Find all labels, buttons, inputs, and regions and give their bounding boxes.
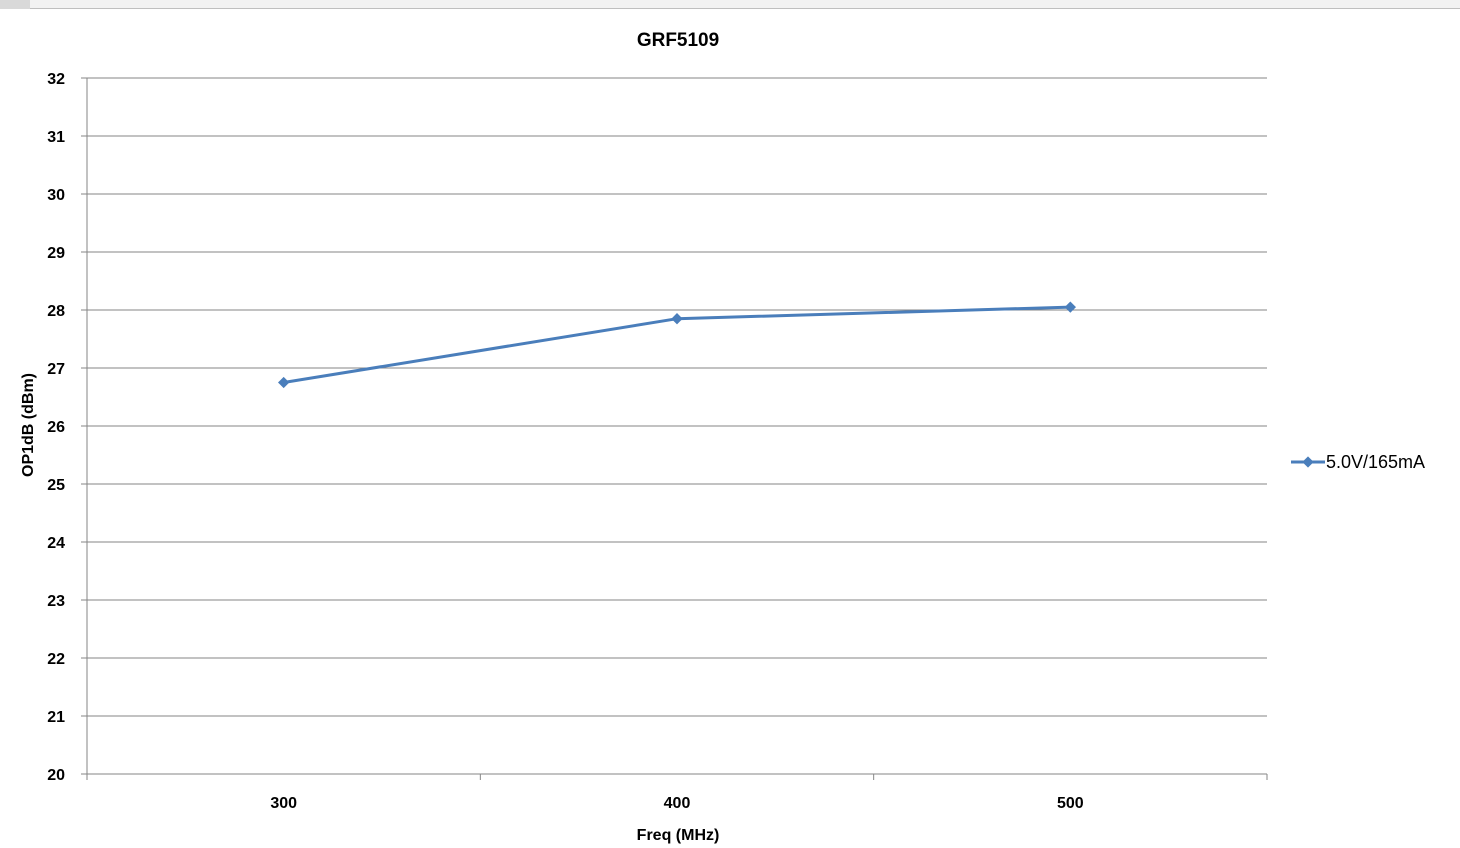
y-tick-label: 27 — [47, 361, 65, 378]
legend: 5.0V/165mA — [1291, 452, 1425, 472]
window-top-strip — [0, 0, 1460, 9]
data-point-marker — [278, 376, 290, 389]
y-tick-label: 26 — [47, 419, 65, 436]
gridlines — [87, 77, 1267, 775]
y-tick-label: 29 — [47, 245, 65, 262]
chart-title: GRF5109 — [637, 30, 719, 51]
data-point-marker — [671, 313, 683, 325]
legend-marker-swatch — [1302, 456, 1314, 468]
y-tick-label: 21 — [47, 709, 65, 726]
y-tick-label: 31 — [47, 129, 65, 146]
y-tick-label: 30 — [47, 187, 65, 204]
y-tick-labels: 20 21 22 23 24 25 26 27 28 29 30 31 32 — [47, 71, 65, 784]
y-axis-label: OP1dB (dBm) — [20, 373, 37, 477]
x-tick-label: 500 — [1057, 795, 1084, 812]
y-tick-label: 23 — [47, 593, 65, 610]
y-tick-label: 32 — [47, 71, 65, 88]
legend-label-series-1: 5.0V/165mA — [1326, 452, 1425, 472]
window-top-strip-accent — [0, 0, 30, 9]
x-axis-label: Freq (MHz) — [637, 827, 720, 844]
y-tick-label: 28 — [47, 303, 65, 320]
y-tick-label: 22 — [47, 651, 65, 668]
y-tick-label: 20 — [47, 767, 65, 784]
series-layer — [278, 301, 1076, 389]
y-tick-label: 25 — [47, 477, 65, 494]
x-tick-labels: 300 400 500 — [270, 795, 1083, 812]
y-tick-label: 24 — [47, 535, 65, 552]
x-tick-label: 300 — [270, 795, 297, 812]
data-point-marker — [1064, 301, 1076, 313]
axes — [81, 77, 1268, 780]
x-tick-label: 400 — [664, 795, 691, 812]
